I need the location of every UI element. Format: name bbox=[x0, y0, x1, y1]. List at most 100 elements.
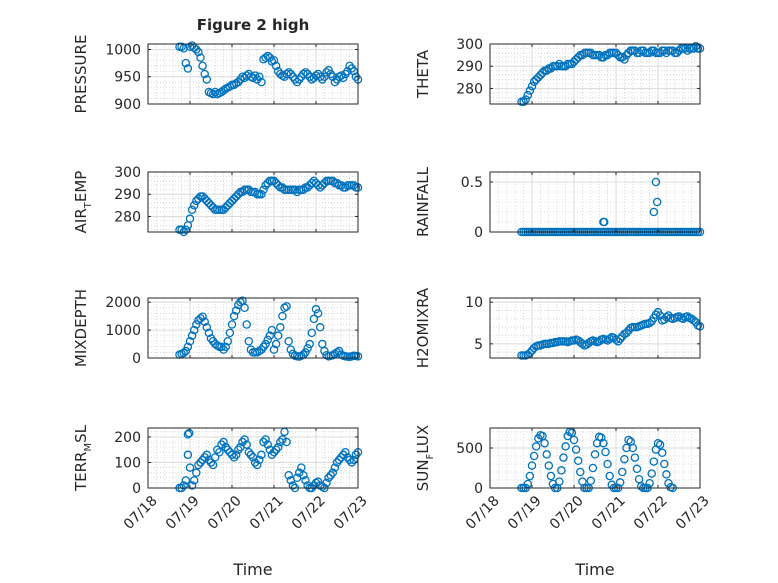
data-point bbox=[645, 318, 654, 328]
data-point bbox=[569, 57, 579, 67]
axes-box bbox=[147, 297, 359, 359]
data-point bbox=[198, 455, 207, 465]
data-point bbox=[219, 437, 228, 447]
data-point bbox=[183, 450, 193, 460]
y-axis-label-subscript: M bbox=[83, 443, 94, 452]
data-point bbox=[198, 312, 207, 321]
data-point bbox=[320, 346, 329, 356]
data-point bbox=[261, 181, 270, 190]
data-series bbox=[517, 177, 705, 237]
data-point bbox=[204, 198, 214, 208]
data-point bbox=[177, 42, 186, 51]
data-point bbox=[261, 53, 270, 62]
data-point bbox=[689, 316, 698, 325]
x-tick-label: 07/21 bbox=[247, 493, 287, 533]
data-point bbox=[632, 464, 642, 474]
data-point bbox=[290, 185, 300, 195]
data-point bbox=[552, 61, 562, 71]
data-point bbox=[303, 343, 312, 353]
data-point bbox=[231, 306, 241, 315]
data-point bbox=[678, 314, 688, 324]
data-point bbox=[605, 334, 614, 344]
data-point bbox=[301, 476, 310, 485]
data-point bbox=[571, 445, 581, 454]
data-point bbox=[179, 348, 188, 358]
y-tick-label: 900 bbox=[114, 97, 141, 113]
data-point bbox=[202, 196, 212, 206]
data-point bbox=[351, 450, 361, 460]
axes-box bbox=[489, 43, 701, 105]
data-point bbox=[213, 445, 222, 454]
data-point bbox=[265, 445, 275, 454]
data-point bbox=[605, 471, 614, 481]
data-point bbox=[273, 331, 283, 340]
data-point bbox=[664, 478, 673, 488]
y-tick-label: 0.5 bbox=[461, 175, 483, 191]
data-point bbox=[244, 448, 254, 457]
data-point bbox=[525, 348, 535, 358]
data-point bbox=[611, 335, 621, 344]
data-point bbox=[525, 471, 535, 481]
data-point bbox=[263, 440, 272, 449]
data-point bbox=[683, 312, 692, 321]
data-point bbox=[259, 437, 268, 447]
data-point bbox=[326, 470, 335, 480]
data-point bbox=[183, 64, 193, 73]
data-point bbox=[628, 443, 638, 453]
data-point bbox=[255, 455, 264, 465]
data-point bbox=[234, 189, 243, 199]
data-point bbox=[613, 50, 623, 60]
data-point bbox=[691, 41, 701, 51]
data-point bbox=[599, 438, 608, 448]
data-point bbox=[223, 337, 233, 346]
data-point bbox=[301, 68, 310, 77]
y-tick-label: 300 bbox=[456, 37, 483, 53]
data-point bbox=[620, 55, 629, 64]
data-point bbox=[271, 61, 281, 71]
data-point bbox=[590, 450, 600, 459]
data-series bbox=[175, 176, 363, 237]
x-tick-label: 07/22 bbox=[289, 493, 329, 533]
data-point bbox=[269, 345, 279, 354]
data-point bbox=[674, 312, 684, 321]
data-point bbox=[271, 178, 281, 188]
figure-title: Figure 2 high bbox=[197, 16, 310, 34]
data-point bbox=[257, 189, 266, 199]
data-point bbox=[278, 435, 287, 444]
data-point bbox=[244, 337, 254, 346]
data-point bbox=[328, 72, 338, 81]
data-point bbox=[202, 450, 212, 460]
data-point bbox=[339, 450, 348, 460]
axes-box bbox=[147, 171, 359, 233]
subplot-2: 280 290 300 THETA bbox=[414, 37, 705, 107]
x-tick-label: 07/21 bbox=[589, 493, 629, 533]
data-point bbox=[660, 459, 669, 469]
axes-box bbox=[489, 297, 701, 359]
data-point bbox=[655, 440, 665, 450]
data-point bbox=[645, 48, 654, 58]
data-point bbox=[662, 470, 671, 479]
data-point bbox=[200, 317, 209, 326]
y-axis-label-text: TERR bbox=[72, 452, 90, 493]
data-point bbox=[527, 81, 537, 91]
data-point bbox=[286, 345, 296, 354]
data-point bbox=[219, 86, 228, 95]
data-point bbox=[649, 207, 659, 217]
data-point bbox=[229, 80, 239, 90]
x-axis-label: Time bbox=[232, 560, 272, 579]
data-point bbox=[202, 323, 212, 332]
data-point bbox=[330, 349, 340, 359]
data-point bbox=[689, 44, 698, 53]
data-point bbox=[276, 69, 285, 79]
data-point bbox=[187, 205, 197, 215]
data-point bbox=[542, 450, 551, 459]
data-point bbox=[303, 183, 312, 192]
data-series bbox=[175, 427, 363, 493]
y-tick-label: 100 bbox=[114, 455, 141, 471]
data-point bbox=[336, 181, 346, 190]
data-point bbox=[622, 443, 631, 453]
data-point bbox=[328, 350, 338, 360]
data-point bbox=[542, 66, 551, 75]
axes-box bbox=[147, 43, 359, 105]
data-point bbox=[231, 192, 241, 201]
